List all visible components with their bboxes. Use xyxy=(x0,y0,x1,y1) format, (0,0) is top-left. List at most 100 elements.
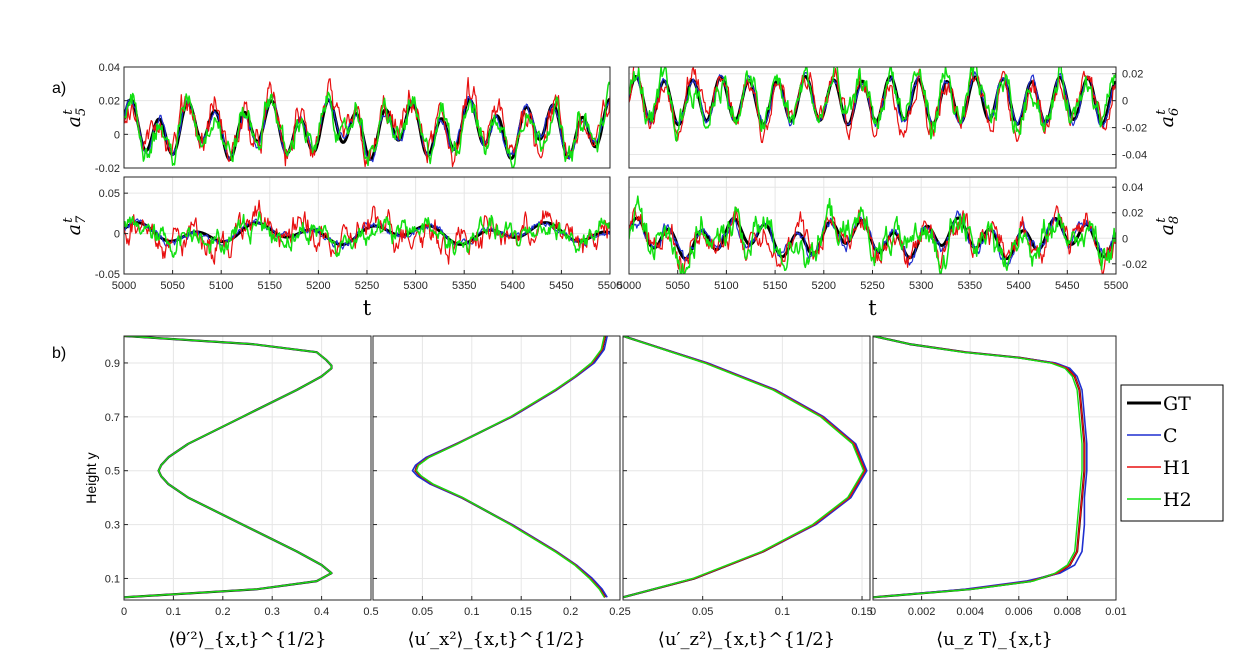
axes-frame xyxy=(628,66,1117,169)
x-tick-label: 5300 xyxy=(909,280,933,292)
series-group xyxy=(411,336,608,598)
y-tick-label: 0 xyxy=(114,129,120,141)
y-tick-label: 0.04 xyxy=(99,62,120,74)
x-tick-label: 5500 xyxy=(598,280,622,292)
series-group xyxy=(124,76,610,168)
plots-group: -0.02 0 0.02 0.04 a5t -0.04 -0.02 0 0.02 a6t -0.05… xyxy=(61,62,1182,650)
y-tick-label: 0.02 xyxy=(99,96,120,108)
y-tick-label: -0.02 xyxy=(95,163,120,175)
series-group xyxy=(629,67,1116,144)
x-tick-label: 5300 xyxy=(403,280,427,292)
y-axis-label: a7t xyxy=(61,215,89,235)
x-tick-label: 5400 xyxy=(501,280,525,292)
x-tick-label: 5000 xyxy=(617,280,641,292)
x-axis-label: ⟨θ′²⟩_{x,t}^{1/2} xyxy=(168,629,326,650)
x-tick-label: 0.15 xyxy=(851,606,872,618)
series-H1-line xyxy=(124,199,610,265)
x-tick-label: 5250 xyxy=(355,280,379,292)
x-tick-label: 5500 xyxy=(1104,280,1128,292)
panel-a6: -0.04 -0.02 0 0.02 a6t xyxy=(628,66,1182,169)
panel-label-b: b) xyxy=(52,345,66,362)
x-tick-label: 5250 xyxy=(860,280,884,292)
x-tick-label: 5200 xyxy=(306,280,330,292)
x-tick-label: 0.01 xyxy=(1105,606,1126,618)
series-H1-line xyxy=(629,67,1116,144)
series-group xyxy=(623,336,868,599)
panel-a7: -0.05 0 0.05 5000 5050 5100 5150 5200 5250 5300 53… xyxy=(61,176,622,320)
x-tick-label: 0.1 xyxy=(464,606,479,618)
x-tick-label: 0.15 xyxy=(510,606,531,618)
y-axis-label: a8t xyxy=(1154,216,1182,236)
series-H2-line xyxy=(124,81,610,168)
axes-frame xyxy=(123,335,372,601)
plot-area xyxy=(124,336,371,600)
y-tick-label: 0.1 xyxy=(105,573,120,585)
series-H2-line xyxy=(415,336,605,598)
series-H2-line xyxy=(623,336,865,598)
x-tick-label: 5150 xyxy=(258,280,282,292)
axes-frame xyxy=(372,335,621,601)
y-tick-label: 0.5 xyxy=(105,466,120,478)
panel-uzT-profile: 0 0.002 0.004 0.006 0.008 0.01 ⟨u_z T⟩_{x,t} xyxy=(870,335,1127,650)
x-tick-label: 5100 xyxy=(209,280,233,292)
x-tick-label: 5050 xyxy=(160,280,184,292)
y-tick-label: 0.7 xyxy=(105,412,120,424)
x-tick-label: 5200 xyxy=(812,280,836,292)
plot-area xyxy=(873,336,1116,600)
series-H2-line xyxy=(124,336,333,598)
axes-frame xyxy=(622,335,871,601)
x-tick-label: 0.008 xyxy=(1054,606,1082,618)
x-tick-label: 0.2 xyxy=(563,606,578,618)
legend-label-C: C xyxy=(1163,425,1178,447)
x-tick-label: 0.05 xyxy=(692,606,713,618)
x-tick-label: 5100 xyxy=(714,280,738,292)
x-tick-label: 0 xyxy=(121,606,127,618)
panel-label-a: a) xyxy=(52,80,66,97)
y-tick-label: 0.04 xyxy=(1122,182,1143,194)
x-tick-label: 0.004 xyxy=(956,606,984,618)
y-tick-label: -0.04 xyxy=(1122,150,1147,162)
series-H2-line xyxy=(629,195,1116,274)
y-tick-label: 0.3 xyxy=(105,520,120,532)
y-tick-label: 0 xyxy=(114,229,120,241)
x-tick-label: 5150 xyxy=(763,280,787,292)
axes-frame xyxy=(872,335,1117,601)
y-axis-label: a5t xyxy=(61,108,89,128)
plot-area xyxy=(623,336,870,600)
panel-ux-profile: 0.05 0.1 0.15 0.2 0.25 ⟨u′_x²⟩_{x,t}^{1/2} xyxy=(372,335,631,650)
plot-area xyxy=(373,336,620,600)
x-axis-label: ⟨u′_x²⟩_{x,t}^{1/2} xyxy=(407,629,585,650)
y-tick-label: -0.05 xyxy=(95,269,120,281)
panel-a8: -0.02 0 0.02 0.04 5000 5050 5100 5150 5200 5250 53… xyxy=(617,176,1182,320)
y-tick-label: 0.02 xyxy=(1122,208,1143,220)
legend-label-GT: GT xyxy=(1163,393,1191,415)
x-axis-label: ⟨u_z T⟩_{x,t} xyxy=(936,629,1053,650)
y-tick-label: 0.9 xyxy=(105,358,120,370)
series-H2-line xyxy=(629,67,1116,142)
x-tick-label: 0.002 xyxy=(908,606,936,618)
y-tick-label: -0.02 xyxy=(1122,123,1147,135)
x-tick-label: 5450 xyxy=(1055,280,1079,292)
x-tick-label: 5000 xyxy=(112,280,136,292)
x-tick-label: 0.4 xyxy=(314,606,329,618)
x-tick-label: 0.1 xyxy=(775,606,790,618)
x-tick-label: 0 xyxy=(870,606,876,618)
x-tick-label: 5050 xyxy=(665,280,689,292)
panel-a5: -0.02 0 0.02 0.04 a5t xyxy=(61,62,611,175)
panel-uz-profile: 0.05 0.1 0.15 ⟨u′_z²⟩_{x,t}^{1/2} xyxy=(622,335,873,650)
legend: GT C H1 H2 xyxy=(1120,384,1224,522)
y-axis-label: Height y xyxy=(83,452,99,503)
x-tick-label: 5450 xyxy=(549,280,573,292)
axes-frame xyxy=(123,66,611,169)
x-tick-label: 0.25 xyxy=(609,606,630,618)
x-axis-label: ⟨u′_z²⟩_{x,t}^{1/2} xyxy=(658,629,835,650)
x-axis-label: t xyxy=(868,296,877,320)
series-group xyxy=(873,336,1088,599)
x-tick-label: 0.5 xyxy=(363,606,378,618)
x-tick-label: 5350 xyxy=(452,280,476,292)
series-group xyxy=(124,199,610,265)
x-tick-label: 0.05 xyxy=(412,606,433,618)
x-tick-label: 0.1 xyxy=(166,606,181,618)
legend-label-H2: H2 xyxy=(1163,489,1192,511)
